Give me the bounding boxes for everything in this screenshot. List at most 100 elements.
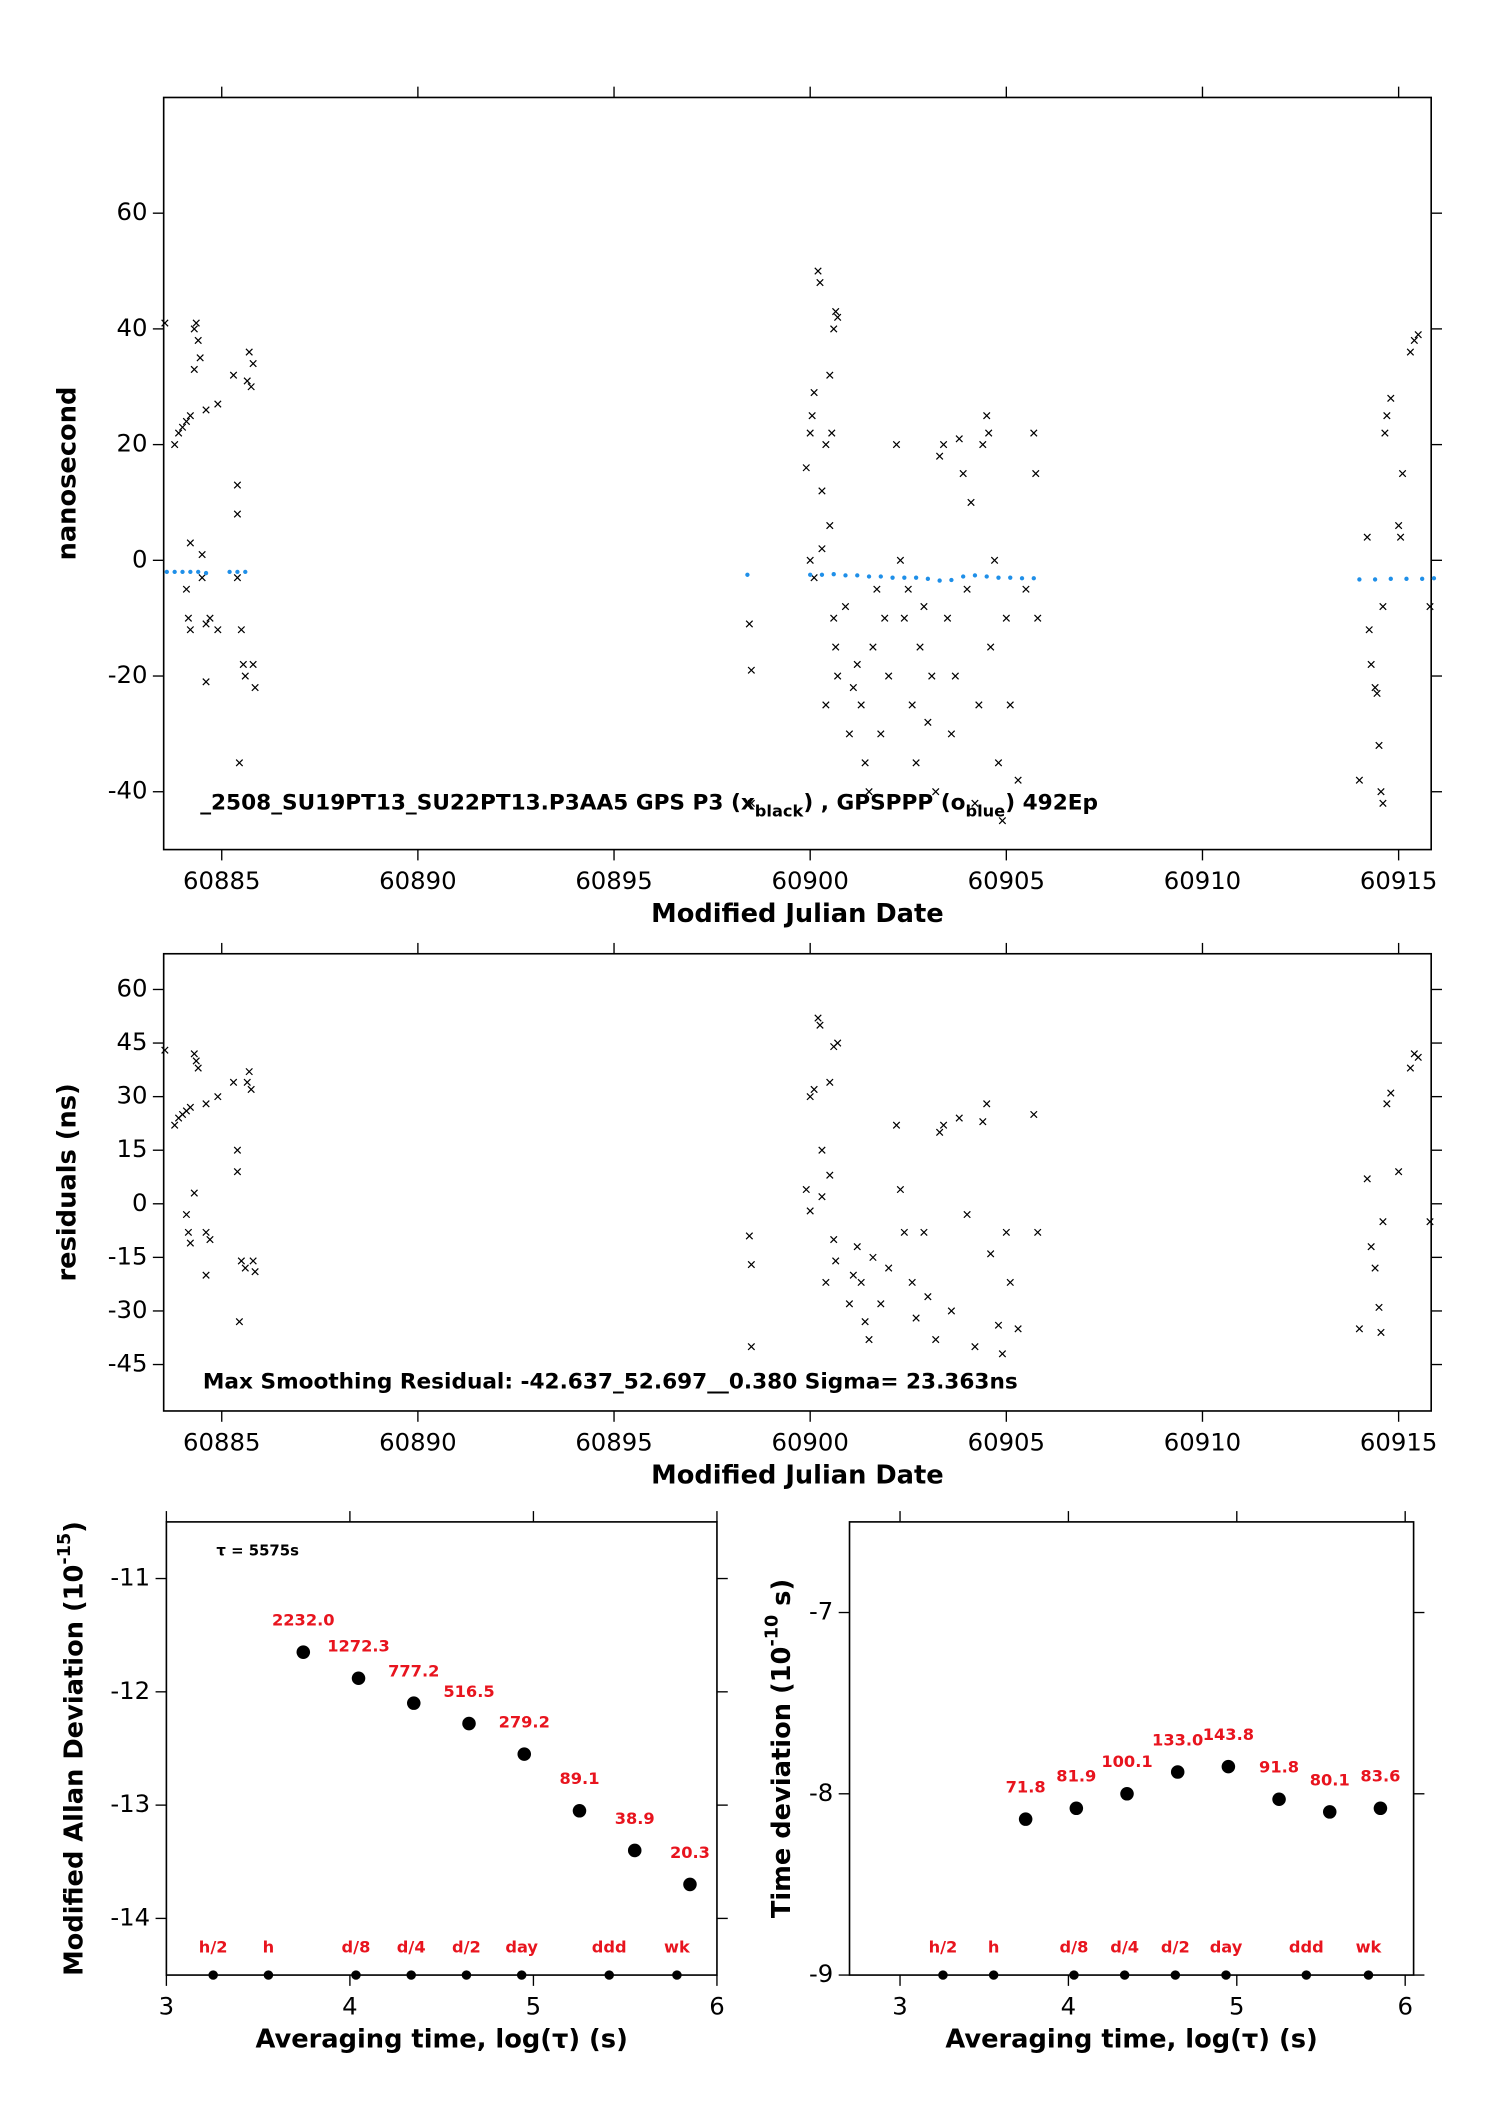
y-tick-label: 60 — [116, 973, 147, 1002]
scale-mark — [1221, 1970, 1231, 1980]
x-marker — [249, 1257, 257, 1265]
y-tick-label: 30 — [116, 1081, 147, 1110]
x-tick-label: 4 — [1061, 1992, 1076, 2021]
x-marker — [245, 1067, 253, 1076]
x-axis-label: Modified Julian Date — [651, 1460, 944, 1490]
dot-marker — [1431, 576, 1437, 581]
x-marker — [833, 313, 842, 322]
x-tick-label: 3 — [892, 1992, 907, 2021]
y-tick-label: -9 — [809, 1959, 833, 1988]
x-marker — [202, 620, 210, 628]
x-marker — [830, 1235, 838, 1244]
x-tick-label: 60910 — [1164, 1427, 1241, 1456]
annotation-text: Max Smoothing Residual: -42.637_52.697__… — [203, 1370, 1018, 1395]
x-marker — [896, 1185, 905, 1194]
dot-marker — [227, 569, 232, 575]
x-marker — [814, 1014, 822, 1022]
annotation: τ = 5575s — [216, 1542, 299, 1560]
y-tick-label: 15 — [116, 1134, 147, 1163]
point-label: 38.9 — [615, 1809, 655, 1828]
y-axis-label-text: nanosecond — [52, 387, 82, 561]
y-tick-label: -8 — [809, 1778, 833, 1807]
x-marker — [1406, 348, 1415, 356]
y-axis-label-text: Modified Allan Deviation (10 — [59, 1565, 89, 1976]
x-marker — [986, 643, 995, 651]
x-marker — [943, 614, 952, 622]
x-marker — [1006, 701, 1014, 709]
x-marker — [985, 429, 993, 437]
scale-mark-label: d/4 — [1110, 1938, 1139, 1957]
x-marker — [161, 1046, 169, 1054]
x-marker — [1014, 1325, 1022, 1333]
x-marker — [853, 1242, 861, 1251]
x-marker — [206, 614, 214, 622]
dot-marker — [949, 577, 954, 583]
point — [572, 1804, 587, 1818]
scale-mark — [938, 1970, 948, 1980]
x-marker — [826, 521, 834, 530]
dot-marker — [831, 572, 836, 577]
plot-frame — [162, 952, 1432, 1412]
dot-marker — [913, 575, 919, 580]
x-tick-label: 60895 — [575, 866, 652, 895]
dot-marker — [235, 569, 240, 575]
dot-marker — [745, 572, 750, 577]
x-marker — [174, 429, 183, 437]
x-marker — [214, 1092, 222, 1101]
point-label: 89.1 — [559, 1769, 599, 1788]
x-marker — [745, 1232, 754, 1240]
x-marker — [186, 539, 195, 547]
x-marker — [832, 643, 840, 651]
x-marker — [822, 701, 830, 709]
x-marker — [1396, 533, 1405, 541]
y-tick-label: 0 — [132, 544, 147, 573]
x-marker — [190, 325, 198, 333]
x-marker — [1032, 469, 1040, 478]
x-marker — [896, 556, 905, 564]
x-marker — [190, 365, 198, 374]
point — [1018, 1812, 1033, 1826]
x-marker — [865, 788, 873, 796]
x-marker — [190, 1050, 198, 1058]
x-marker — [830, 325, 838, 333]
dot-marker — [180, 569, 185, 575]
x-marker — [857, 701, 865, 709]
x-marker — [861, 1317, 869, 1326]
x-marker — [233, 1146, 242, 1154]
dot-marker — [808, 572, 813, 577]
point-label: 143.8 — [1203, 1725, 1254, 1744]
dot-marker — [937, 578, 942, 583]
scale-mark-label: d/8 — [1060, 1938, 1089, 1957]
x-marker — [229, 371, 238, 379]
x-marker — [239, 660, 247, 669]
x-marker — [233, 510, 242, 518]
x-tick-label: 60900 — [771, 866, 848, 895]
x-marker — [816, 278, 824, 287]
x-marker — [1379, 602, 1387, 611]
x-marker — [916, 643, 924, 651]
x-marker — [1365, 626, 1373, 634]
y-axis-label-end: s) — [766, 1579, 796, 1615]
x-marker — [1406, 1064, 1415, 1072]
x-marker — [184, 1228, 193, 1237]
x-marker — [990, 556, 999, 564]
x-marker — [1014, 776, 1022, 784]
dot-marker — [866, 574, 872, 579]
x-marker — [1022, 585, 1030, 593]
scale-mark-label: d/4 — [397, 1938, 426, 1957]
point — [627, 1843, 642, 1858]
scale-mark — [1363, 1970, 1374, 1980]
x-marker — [810, 388, 818, 397]
x-marker — [826, 371, 834, 379]
x-marker — [994, 759, 1003, 767]
x-marker — [912, 759, 920, 767]
dot-marker — [1008, 575, 1013, 580]
x-marker — [249, 660, 257, 669]
x-axis-label: Averaging time, log(τ) (s) — [255, 2024, 627, 2054]
x-marker — [1367, 1242, 1375, 1251]
x-marker — [900, 1228, 909, 1237]
y-tick-label: -30 — [108, 1295, 148, 1324]
x-tick-label: 6 — [709, 1992, 724, 2021]
x-marker — [747, 799, 756, 807]
scale-mark-label: day — [505, 1938, 538, 1957]
